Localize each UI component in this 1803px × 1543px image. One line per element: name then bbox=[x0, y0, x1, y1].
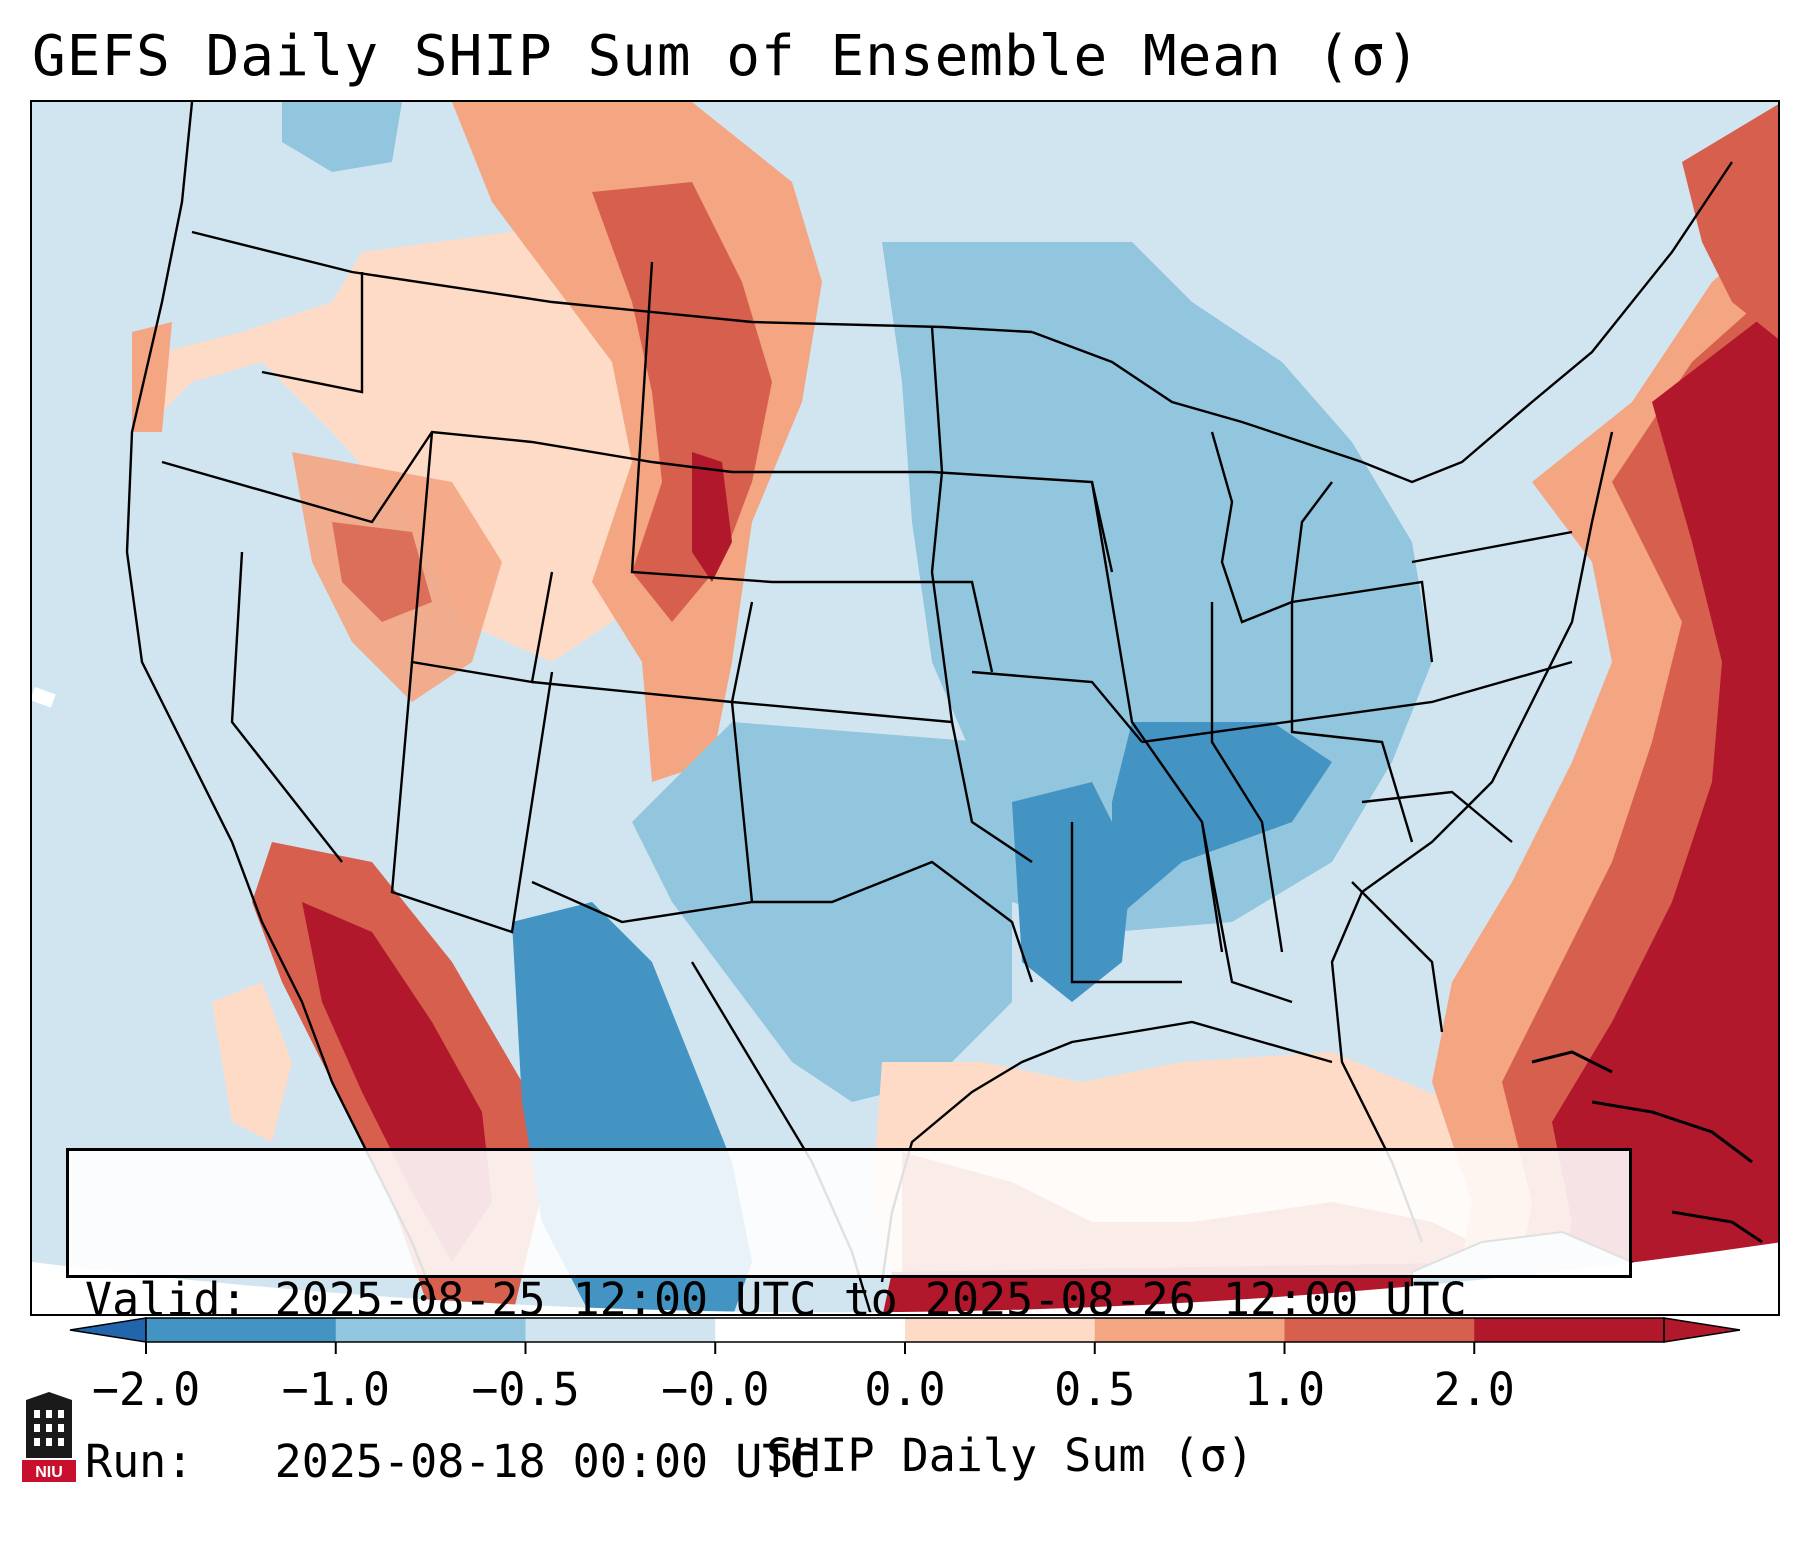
colorbar-bin bbox=[525, 1318, 716, 1342]
caribbean-islands bbox=[1531, 1050, 1763, 1244]
field-mt-darkred bbox=[692, 452, 732, 582]
field-rockies-light bbox=[142, 232, 692, 662]
colorbar-bin bbox=[1094, 1318, 1285, 1342]
valid-info-box: Valid: 2025-08-25 12:00 UTC to 2025-08-2… bbox=[66, 1148, 1632, 1488]
map-panel bbox=[30, 100, 1780, 1316]
chart-title: GEFS Daily SHIP Sum of Ensemble Mean (σ) bbox=[32, 24, 1421, 89]
colorbar-bin bbox=[1284, 1318, 1475, 1342]
field-basin-red bbox=[332, 522, 432, 622]
colorbar-tick-label: 0.5 bbox=[1054, 1363, 1136, 1416]
map-svg bbox=[32, 102, 1778, 1314]
pacific-field bbox=[32, 102, 371, 1314]
colorbar-tick-label: −0.5 bbox=[471, 1363, 580, 1416]
colorbar-tick-label: −2.0 bbox=[91, 1363, 201, 1416]
colorbar-tick-label: −0.0 bbox=[661, 1363, 770, 1416]
colorbar-tick-label: −1.0 bbox=[281, 1363, 390, 1416]
projection-edge bbox=[32, 1242, 1778, 1314]
colorbar-over-extension bbox=[1663, 1317, 1741, 1343]
field-atlantic-darkred bbox=[1552, 305, 1778, 1314]
field-plains-blue bbox=[632, 722, 1012, 1102]
field-pnw-salmon bbox=[132, 322, 172, 432]
boundary-lines bbox=[125, 102, 1733, 1314]
colorbar-bin bbox=[146, 1318, 337, 1342]
colorbar-bin bbox=[715, 1318, 906, 1342]
niu-logo: NIU bbox=[20, 1392, 78, 1484]
colorbar-bin bbox=[905, 1318, 1096, 1342]
colorbar-bin bbox=[335, 1318, 526, 1342]
svg-text:NIU: NIU bbox=[35, 1464, 63, 1481]
colorbar-tick-label: 1.0 bbox=[1243, 1363, 1326, 1416]
colorbar-bin bbox=[1474, 1318, 1665, 1342]
colorbar bbox=[69, 1317, 1741, 1354]
field-nw-blue bbox=[282, 102, 402, 172]
colorbar-svg bbox=[69, 1317, 1741, 1354]
missing-data-marker bbox=[32, 687, 56, 708]
field-baja-light bbox=[212, 982, 292, 1142]
colorbar-under-extension bbox=[69, 1317, 147, 1343]
valid-line: Valid: 2025-08-25 12:00 UTC to 2025-08-2… bbox=[85, 1273, 1467, 1326]
colorbar-label: SHIP Daily Sum (σ) bbox=[766, 1429, 1254, 1482]
niu-logo-icon: NIU bbox=[22, 1392, 76, 1482]
colorbar-tick-label: 0.0 bbox=[864, 1363, 946, 1416]
run-line: Run: 2025-08-18 00:00 UTC bbox=[85, 1435, 817, 1488]
field-ne-red bbox=[1682, 104, 1778, 339]
colorbar-tick-label: 2.0 bbox=[1433, 1363, 1515, 1416]
